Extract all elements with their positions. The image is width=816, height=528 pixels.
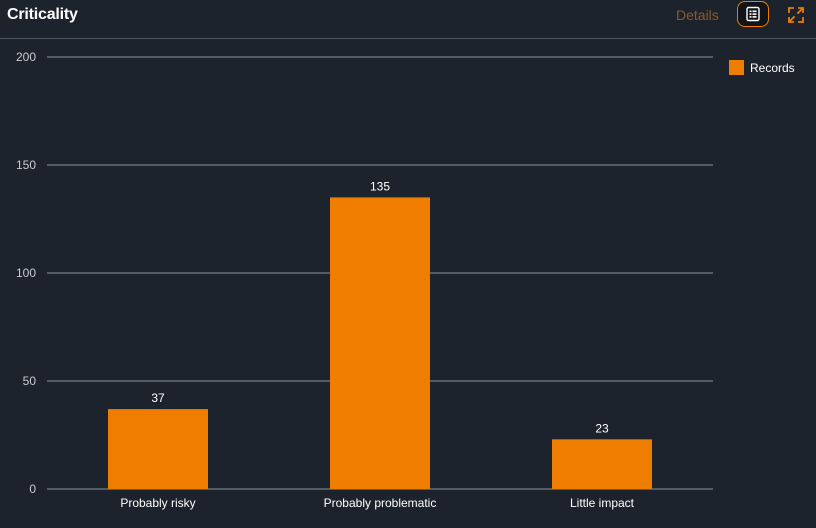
- table-view-icon: [746, 6, 760, 22]
- data-labels: 37 135 23: [151, 179, 609, 435]
- legend-label: Records: [750, 60, 795, 75]
- y-tick-label: 50: [23, 374, 37, 388]
- data-label: 135: [370, 179, 390, 193]
- y-tick-label: 150: [16, 158, 36, 172]
- y-tick-label: 200: [16, 50, 36, 64]
- fullscreen-icon: [788, 7, 804, 23]
- y-tick-label: 0: [29, 482, 36, 496]
- x-tick-label: Little impact: [570, 496, 635, 510]
- details-link[interactable]: Details: [676, 7, 719, 23]
- bar[interactable]: [108, 409, 208, 489]
- y-axis-ticks: 0 50 100 150 200: [16, 50, 36, 496]
- data-label: 37: [151, 391, 165, 405]
- fullscreen-button[interactable]: [785, 4, 807, 26]
- chart-area: 0 50 100 150 200 37 135 23 Probably risky Proba…: [0, 40, 816, 523]
- table-view-button[interactable]: [737, 1, 769, 27]
- x-tick-label: Probably problematic: [324, 496, 437, 510]
- data-label: 23: [595, 421, 609, 435]
- bars: [108, 197, 652, 489]
- card-header: Criticality Details: [0, 0, 816, 39]
- y-tick-label: 100: [16, 266, 36, 280]
- x-tick-label: Probably risky: [120, 496, 195, 510]
- x-axis-ticks: Probably risky Probably problematic Little…: [120, 496, 634, 510]
- legend-swatch: [729, 60, 744, 75]
- bar[interactable]: [552, 439, 652, 489]
- legend: Records: [729, 60, 795, 75]
- card-title: Criticality: [7, 6, 78, 23]
- bar[interactable]: [330, 197, 430, 489]
